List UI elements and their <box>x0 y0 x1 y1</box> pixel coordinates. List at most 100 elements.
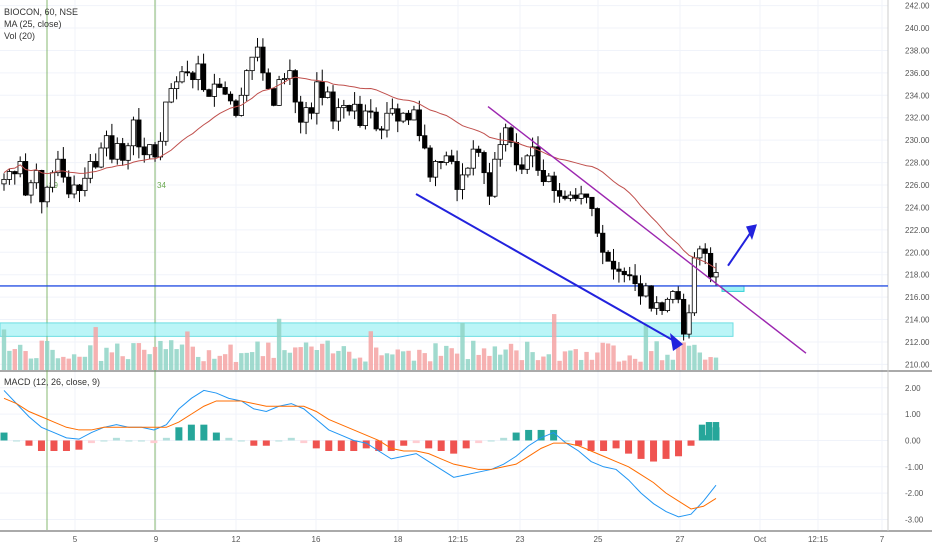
candle-body <box>227 93 234 102</box>
volume-bar <box>562 351 568 370</box>
candle-body <box>190 72 196 81</box>
volume-bar <box>212 358 217 370</box>
candle-body <box>562 195 568 199</box>
x-tick-label: 7 <box>880 535 885 544</box>
macd-histogram-bar <box>262 440 270 446</box>
macd-histogram-bar <box>512 432 520 441</box>
candle-body <box>271 88 277 106</box>
macd-histogram-bar <box>712 422 720 441</box>
volume-bar <box>260 356 266 370</box>
candle-body <box>147 144 153 156</box>
macd-histogram-bar <box>37 440 45 451</box>
volume-bar <box>551 314 557 370</box>
candle-body <box>627 274 633 277</box>
candle-body <box>368 110 374 113</box>
volume-bar <box>347 351 352 370</box>
macd-label[interactable]: MACD (12, 26, close, 9) <box>4 377 101 387</box>
volume-bar <box>471 340 476 370</box>
macd-histogram-bar <box>425 440 433 449</box>
volume-bar <box>147 354 152 370</box>
candle-body <box>244 70 250 96</box>
candle-body <box>330 91 336 122</box>
macd-histogram-bar <box>487 440 495 442</box>
volume-bar <box>77 356 82 370</box>
volume-bar <box>352 358 357 370</box>
macd-histogram-bar <box>400 440 408 446</box>
volume-bar <box>627 355 632 370</box>
candle-body <box>503 127 509 146</box>
macd-histogram-bar <box>462 440 470 449</box>
x-tick-label: 27 <box>676 535 685 544</box>
x-tick-label: 12:15 <box>808 535 829 544</box>
candle-body <box>578 193 584 199</box>
candle-body <box>427 147 433 178</box>
candle-body <box>589 196 595 209</box>
candle-body <box>93 161 99 168</box>
candle-body <box>76 184 83 192</box>
candle-body <box>60 158 66 178</box>
volume-bar <box>578 359 584 370</box>
ma-label[interactable]: MA (25, close) <box>4 19 62 29</box>
macd-histogram-bar <box>87 440 95 444</box>
volume-bar <box>713 357 719 370</box>
candle-body <box>179 71 185 83</box>
volume-bar <box>249 352 255 370</box>
volume-bar <box>325 340 330 370</box>
chart-legend: BIOCON, 60, NSE MA (25, close) Vol (20) <box>4 6 78 42</box>
candle-body <box>292 70 298 103</box>
vol-label[interactable]: Vol (20) <box>4 31 36 41</box>
macd-histogram-bar <box>212 432 220 441</box>
candle-body <box>492 158 498 197</box>
lower-arrow-line <box>415 193 679 344</box>
macd-histogram-bar <box>150 440 158 444</box>
candle-body <box>103 135 110 149</box>
macd-histogram-bar <box>325 440 333 451</box>
volume-bar <box>314 350 320 370</box>
candle-body <box>686 312 692 335</box>
candle-body <box>211 83 217 97</box>
volume-bar <box>109 352 115 370</box>
symbol-label[interactable]: BIOCON, 60, NSE <box>4 7 79 17</box>
price-tick-label: 230.00 <box>905 136 930 145</box>
volume-bar <box>460 322 465 370</box>
candle-body <box>546 175 552 183</box>
candle-body <box>325 91 331 98</box>
volume-bar <box>481 348 487 370</box>
candle-body <box>168 88 174 103</box>
volume-bar <box>228 344 233 370</box>
volume-bar <box>676 344 681 370</box>
macd-tick-label: -2.00 <box>905 489 924 498</box>
candle-body <box>681 298 687 335</box>
candle-body <box>443 155 449 163</box>
candle-body <box>260 46 266 74</box>
volume-bar <box>622 360 627 370</box>
candle-body <box>530 146 536 157</box>
volume-bar <box>169 340 174 370</box>
macd-histogram-bar <box>550 429 558 441</box>
candle-body <box>39 170 45 203</box>
candle-body <box>233 100 239 116</box>
volume-bar <box>444 345 449 370</box>
candle-body <box>573 194 579 199</box>
candle-body <box>616 268 622 272</box>
candle-body <box>556 190 563 197</box>
volume-bar <box>692 344 697 370</box>
volume-bar <box>595 352 600 370</box>
volume-bar <box>179 344 185 370</box>
candle-body <box>422 135 428 149</box>
candle-body <box>524 155 530 170</box>
volume-bar <box>611 345 616 370</box>
macd-histogram-bar <box>175 427 183 441</box>
x-tick-label: 5 <box>73 535 78 544</box>
candle-body <box>659 302 665 311</box>
volume-bar <box>185 331 190 370</box>
volume-bar <box>152 346 158 370</box>
candle-body <box>303 107 309 123</box>
macd-tick-label: -1.00 <box>905 463 924 472</box>
volume-bar <box>498 354 503 370</box>
upper-trendline <box>487 105 807 354</box>
candle-body <box>98 147 104 168</box>
candle-body <box>675 291 681 300</box>
volume-bar <box>616 361 622 370</box>
volume-bar <box>163 349 169 370</box>
